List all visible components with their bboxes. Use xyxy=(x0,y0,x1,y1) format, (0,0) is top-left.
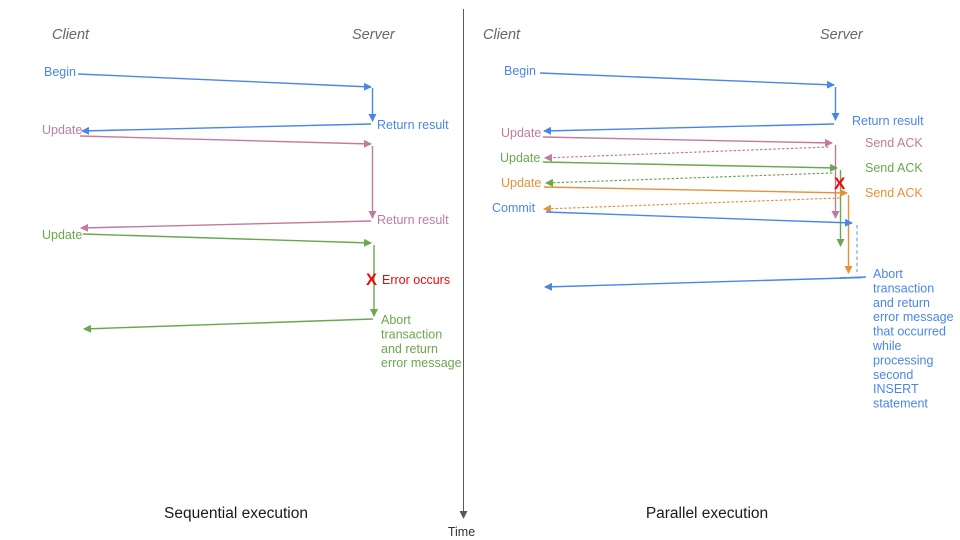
right-send-ack-3-label: Send ACK xyxy=(865,186,923,200)
right-update-2-label: Update xyxy=(500,151,540,165)
right-send-ack-1-label: Send ACK xyxy=(865,136,923,150)
right-abort-line-1: Abort xyxy=(873,267,903,281)
left-server-header: Server xyxy=(352,27,396,43)
right-commit-request-arrow xyxy=(545,211,853,227)
right-ack-3-dotted-arrow xyxy=(543,197,840,213)
right-ack-2-dotted-arrow xyxy=(545,172,833,187)
left-begin-request-arrow xyxy=(77,73,372,91)
left-update-2-label: Update xyxy=(42,228,82,242)
right-update-1-label: Update xyxy=(501,126,541,140)
left-begin-label: Begin xyxy=(44,65,76,79)
right-server-header: Server xyxy=(820,27,864,43)
left-abort-message-text: Abort transaction and return error message xyxy=(381,313,462,370)
left-client-header: Client xyxy=(52,27,90,43)
right-update-3-label: Update xyxy=(501,176,541,190)
right-ack-1-dotted-arrow xyxy=(544,146,829,162)
left-panel-sequential: Client Server Begin Return result Update… xyxy=(42,27,462,522)
right-update-2-request-arrow xyxy=(542,161,838,172)
left-error-x-icon: X xyxy=(366,271,377,289)
left-return-result-1-arrow xyxy=(81,123,372,135)
right-abort-line-10: statement xyxy=(873,397,928,411)
right-client-header: Client xyxy=(483,27,521,43)
right-abort-line-9: INSERT xyxy=(873,382,919,396)
time-axis-label: Time xyxy=(448,525,475,539)
left-update-1-label: Update xyxy=(42,123,82,137)
right-abort-line-8: second xyxy=(873,368,913,382)
left-return-result-2-arrow xyxy=(80,220,372,232)
left-abort-line-1: Abort xyxy=(381,313,411,327)
right-abort-line-7: processing xyxy=(873,353,933,367)
right-panel-caption: Parallel execution xyxy=(646,505,768,522)
right-commit-label: Commit xyxy=(492,201,536,215)
right-abort-line-5: that occurred xyxy=(873,325,946,339)
right-begin-request-arrow xyxy=(539,72,835,89)
right-abort-message-text: Abort transaction and return error message t… xyxy=(872,267,954,411)
left-abort-line-2: transaction xyxy=(381,327,442,341)
left-error-occurs-label: Error occurs xyxy=(382,273,450,287)
right-return-result-arrow xyxy=(543,123,835,135)
left-abort-line-3: and return xyxy=(381,342,438,356)
right-update-3-request-arrow xyxy=(543,186,848,197)
time-axis: Time xyxy=(448,9,475,539)
left-abort-return-arrow xyxy=(83,318,374,333)
right-abort-line-6: while xyxy=(872,339,902,353)
right-panel-parallel: Client Server Begin Return result Update… xyxy=(483,27,954,522)
right-abort-line-3: and return xyxy=(873,296,930,310)
right-error-x-icon: X xyxy=(834,174,846,193)
right-abort-return-arrow xyxy=(544,276,863,291)
right-send-ack-2-label: Send ACK xyxy=(865,161,923,175)
left-panel-caption: Sequential execution xyxy=(164,505,308,522)
right-return-result-label: Return result xyxy=(852,114,924,128)
left-return-result-1-label: Return result xyxy=(377,118,449,132)
left-abort-line-4: error message xyxy=(381,356,462,370)
right-abort-line-4: error message xyxy=(873,310,954,324)
left-update-1-request-arrow xyxy=(79,135,372,148)
right-update-1-request-arrow xyxy=(542,136,833,147)
right-abort-line-2: transaction xyxy=(873,281,934,295)
right-begin-label: Begin xyxy=(504,64,536,78)
left-return-result-2-label: Return result xyxy=(377,213,449,227)
left-update-2-request-arrow xyxy=(82,233,372,247)
